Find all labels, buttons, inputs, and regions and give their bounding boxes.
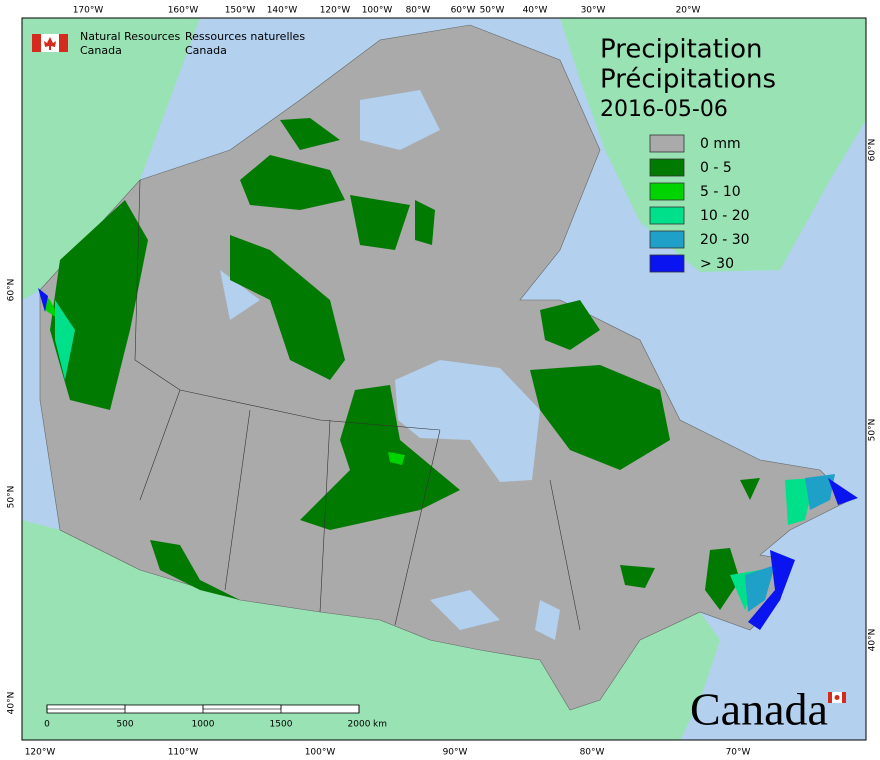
wordmark-text: Canada xyxy=(690,684,828,735)
legend-label: > 30 xyxy=(700,256,734,272)
latitude-label: 50°N xyxy=(868,419,878,442)
scale-bar-label: 500 xyxy=(116,720,133,730)
header-text: Canada xyxy=(80,44,122,57)
longitude-label: 140°W xyxy=(267,6,298,16)
latitude-label: 40°N xyxy=(868,629,878,652)
map-frame xyxy=(21,17,867,741)
precip-nb xyxy=(705,548,740,610)
legend-swatch xyxy=(649,182,685,201)
legend-label: 0 mm xyxy=(700,136,741,152)
frame xyxy=(21,17,867,741)
longitude-label: 120°W xyxy=(25,748,56,758)
longitude-label: 40°W xyxy=(523,6,548,16)
precip-nwt xyxy=(230,235,345,380)
legend-swatch xyxy=(649,206,685,225)
longitude-label: 110°W xyxy=(168,748,199,758)
header-text: Ressources naturelles xyxy=(185,30,305,43)
precip-quebec xyxy=(530,365,670,470)
latitude-label: 60°N xyxy=(868,139,878,162)
date: 2016-05-06 xyxy=(600,97,728,122)
legend-label: 0 - 5 xyxy=(700,160,732,176)
scale-bar-segment xyxy=(202,704,282,710)
precip-manitoba xyxy=(300,385,460,530)
longitude-label: 150°W xyxy=(225,6,256,16)
longitude-label: 90°W xyxy=(443,748,468,758)
legend-label: 20 - 30 xyxy=(700,232,750,248)
latitude-label: 60°N xyxy=(7,279,17,302)
wordmark: Canada xyxy=(690,684,846,735)
scale-bar-label: 1500 xyxy=(270,720,293,730)
usa xyxy=(22,520,720,740)
precip-arctic xyxy=(240,155,345,210)
longitude-label: 80°W xyxy=(580,748,605,758)
scale-bar: 0 500 1000 1500 2000 km xyxy=(44,704,387,730)
longitude-label: 100°W xyxy=(362,6,393,16)
header-text: Canada xyxy=(185,44,227,57)
flag-bar xyxy=(59,34,68,52)
title: Précipitations xyxy=(600,65,776,95)
legend-swatch xyxy=(649,158,685,177)
alaska xyxy=(22,18,200,300)
logo: Natural Resources Canada Ressources natu… xyxy=(32,30,305,57)
longitude-label: 60°W xyxy=(451,6,476,16)
precip-bc xyxy=(50,200,148,410)
legend-swatch xyxy=(649,230,685,249)
latitude-label: 40°N xyxy=(7,692,17,715)
legend-swatch xyxy=(649,254,685,273)
latitude-label: 50°N xyxy=(7,486,17,509)
longitude-label: 70°W xyxy=(726,748,751,758)
borders xyxy=(134,179,581,631)
scale-bar-label: 1000 xyxy=(192,720,215,730)
graticule-labels: 170°W 160°W 150°W 140°W 120°W 100°W 80°W 60°W 50… xyxy=(7,6,878,758)
scale-bar-unit: km xyxy=(373,720,387,730)
scale-bar-segment xyxy=(46,704,126,710)
flag-bar xyxy=(32,34,41,52)
precip-islands xyxy=(280,118,435,250)
scale-bar-label: 0 xyxy=(44,720,50,730)
longitude-label: 80°W xyxy=(406,6,431,16)
scale-bar-label: 2000 xyxy=(348,720,371,730)
wordmark-leaf xyxy=(834,695,840,700)
legend-label: 5 - 10 xyxy=(700,184,741,200)
precip-20-30 xyxy=(745,474,835,612)
precip-over-30 xyxy=(38,288,858,630)
header-text: Natural Resources xyxy=(80,30,181,43)
greenland xyxy=(560,18,866,272)
title: Precipitation xyxy=(600,35,763,65)
legend: 0 mm 0 - 5 5 - 10 10 - 20 20 - 30 > 30 xyxy=(649,134,750,273)
maple-leaf xyxy=(44,37,56,50)
longitude-label: 120°W xyxy=(320,6,351,16)
precip-10-20 xyxy=(55,300,815,610)
longitude-label: 160°W xyxy=(168,6,199,16)
longitude-label: 100°W xyxy=(305,748,336,758)
precip-areas xyxy=(50,118,760,610)
precip-labrador xyxy=(540,300,600,350)
legend-label: 10 - 20 xyxy=(700,208,750,224)
longitude-label: 30°W xyxy=(581,6,606,16)
legend-swatch xyxy=(649,134,685,153)
longitude-label: 20°W xyxy=(676,6,701,16)
hudson-bay xyxy=(395,360,540,482)
longitude-label: 170°W xyxy=(73,6,104,16)
precip-other xyxy=(150,478,760,600)
longitude-label: 50°W xyxy=(480,6,505,16)
